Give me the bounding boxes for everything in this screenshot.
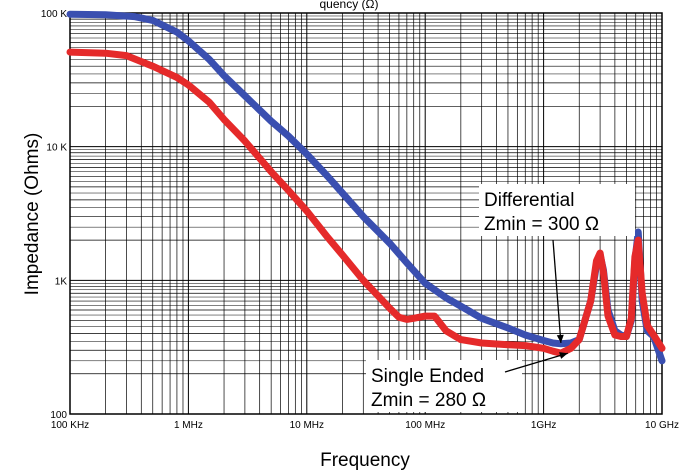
series-line-2: [66, 48, 666, 357]
annotation-text: Zmin = 300 Ω: [484, 214, 599, 235]
y-tick-label: 10 K: [46, 143, 67, 154]
annotation-arrowhead: [559, 352, 568, 359]
x-tick-label: 1GHz: [531, 420, 557, 431]
y-tick-label: 1K: [55, 276, 68, 287]
annotation-text: Differential: [484, 190, 574, 211]
x-tick-label: 10 MHz: [290, 420, 324, 431]
annotation-text: Zmin = 280 Ω: [371, 390, 486, 411]
series-group: [66, 10, 666, 365]
plot-frame: [69, 12, 663, 415]
annotation-text: Single Ended: [371, 366, 484, 387]
x-tick-label: 100 KHz: [51, 420, 89, 431]
x-axis-label: Frequency: [320, 450, 410, 471]
x-tick-label: 10 GHz: [645, 420, 679, 431]
top-caption: quency (Ω): [320, 0, 379, 11]
y-tick-label: 100 K: [41, 9, 67, 20]
annotation-arrow: [552, 239, 562, 344]
annotation-arrowhead: [556, 334, 564, 343]
y-axis-label: Impedance (Ohms): [22, 133, 43, 296]
annotations: Differential Zmin = 300 Ω Single Ended Zmin…: [366, 184, 635, 412]
annotation-box: [479, 184, 635, 236]
grid: [69, 13, 662, 415]
annotation-arrow: [504, 352, 568, 373]
x-tick-label: 1 MHz: [174, 420, 203, 431]
tick-labels: 100 KHz 1 MHz 10 MHz 100 MHz 1GHz 10 GHz 100 1K…: [41, 9, 679, 431]
x-tick-label: 100 MHz: [405, 420, 445, 431]
annotation-box: [366, 360, 522, 412]
y-tick-label: 100: [50, 410, 67, 421]
